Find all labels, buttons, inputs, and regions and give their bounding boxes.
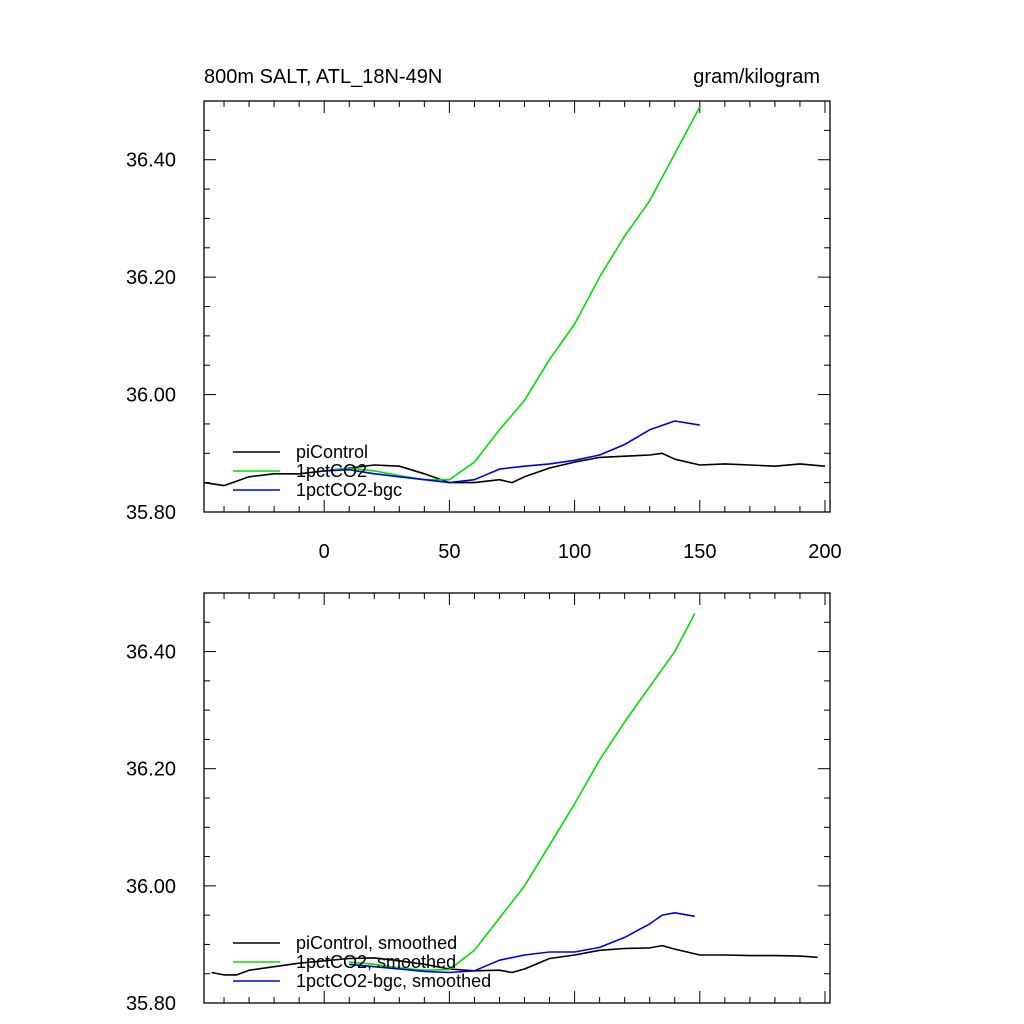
x-tick-label: 50: [438, 541, 460, 563]
y-tick-label: 36.20: [126, 759, 176, 781]
x-tick-label: 0: [319, 541, 330, 563]
legend-label: piControl: [296, 442, 368, 462]
legend-label: 1pctCO2-bgc, smoothed: [296, 971, 491, 991]
y-tick-label: 36.40: [126, 642, 176, 664]
legend-label: 1pctCO2-bgc: [296, 480, 402, 500]
series-line-1pctco2-bgc: [324, 420, 700, 484]
x-tick-label: 200: [808, 541, 841, 563]
series-line-picontrol: [203, 452, 826, 487]
series-line-1pctco2: [324, 106, 701, 481]
series-line-1pctco2-bgc-smoothed: [349, 911, 695, 974]
series-line-1pctco2-smoothed: [349, 613, 696, 972]
y-tick-label: 36.00: [126, 876, 176, 898]
series-line-picontrol-smoothed: [211, 944, 818, 976]
y-tick-label: 35.80: [126, 502, 176, 524]
y-tick-label: 35.80: [126, 993, 176, 1015]
y-tick-label: 36.00: [126, 385, 176, 407]
chart-title-left: 800m SALT, ATL_18N-49N: [204, 66, 442, 88]
top-panel: 35.80 36.00 36.20 36.40 0 50 100 150 200 piContro…: [126, 100, 842, 563]
y-tick-label: 36.40: [126, 150, 176, 172]
legend-label: 1pctCO2: [296, 461, 367, 481]
legend-label: piControl, smoothed: [296, 933, 457, 953]
legend-label: 1pctCO2, smoothed: [296, 952, 456, 972]
y-tick-label: 36.20: [126, 267, 176, 289]
x-tick-label: 100: [558, 541, 591, 563]
x-tick-label: 150: [683, 541, 716, 563]
chart-units-label: gram/kilogram: [693, 66, 820, 88]
